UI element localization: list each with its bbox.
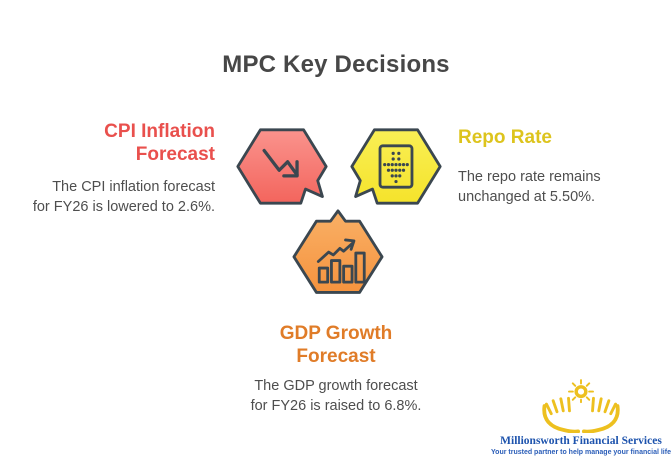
trend-down-zigzag-arrow-icon <box>262 148 299 178</box>
cpi-title: CPI Inflation Forecast <box>104 121 215 165</box>
page-title: MPC Key Decisions <box>222 51 450 78</box>
logo: Millionsworth Financial Services Your tr… <box>488 379 672 456</box>
cpi-section: CPI Inflation Forecast The CPI inflation… <box>18 120 215 217</box>
repo-title: Repo Rate <box>458 127 552 148</box>
repo-hexagon <box>350 128 442 205</box>
hands-holding-sun-icon <box>542 379 620 433</box>
dotted-down-arrow-icon <box>378 144 414 189</box>
bar-chart-rising-arrow-icon <box>316 238 366 284</box>
gdp-hexagon <box>292 209 384 294</box>
repo-section: Repo Rate The repo rate remains unchange… <box>458 126 663 207</box>
gdp-description: The GDP growth forecast for FY26 is rais… <box>250 378 422 414</box>
gdp-title: GDP Growth Forecast <box>279 323 393 367</box>
repo-description: The repo rate remains unchanged at 5.50%… <box>458 169 601 205</box>
logo-tagline: Your trusted partner to help manage your… <box>491 449 671 456</box>
logo-name: Millionsworth Financial Services <box>500 435 662 447</box>
cpi-hexagon <box>236 128 328 205</box>
cpi-description: The CPI inflation forecast for FY26 is l… <box>32 179 215 215</box>
